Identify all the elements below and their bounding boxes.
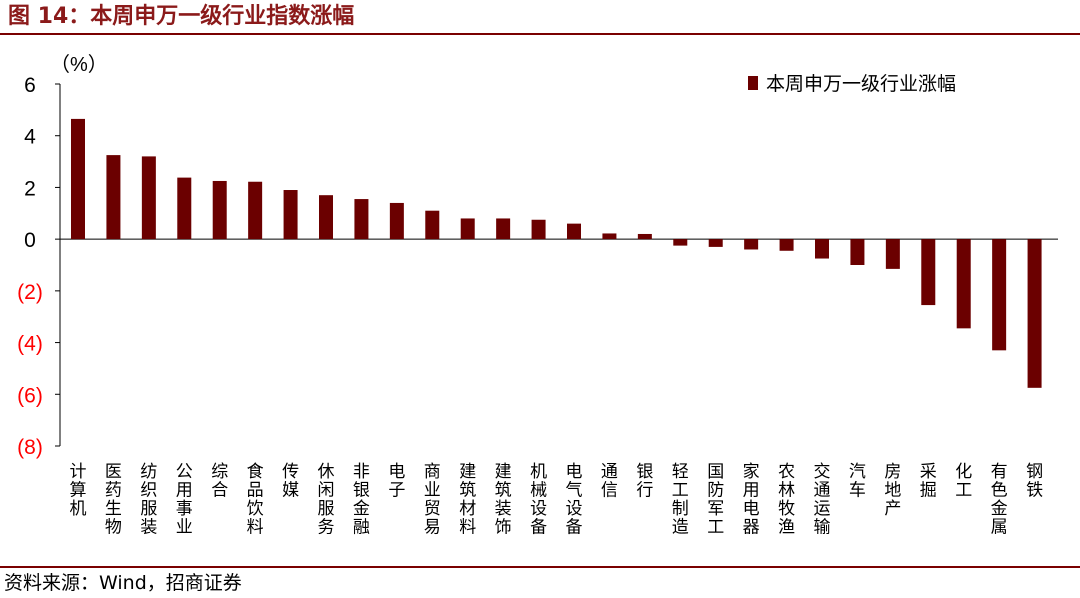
bar	[212, 180, 227, 240]
bar	[567, 223, 581, 240]
category-label: 建筑材料	[459, 462, 476, 538]
category-label: 有色金属	[991, 462, 1008, 538]
category-labels: 计算机 医药生物 纺织服装 公用事业 综合 食品饮料 传媒 休闲服务 非银金融 电子 商业贸易 建筑材…	[70, 462, 1044, 538]
bar-series	[71, 118, 1042, 388]
category-label: 电子	[388, 462, 405, 501]
category-label: 通信	[601, 462, 618, 501]
y-tick-label: (4)	[17, 333, 43, 356]
bar	[637, 233, 652, 240]
title-divider	[0, 33, 1080, 35]
bar	[460, 218, 475, 240]
category-label: 轻工制造	[672, 462, 689, 538]
category-label: 计算机	[70, 462, 87, 519]
category-label: 非银金融	[353, 462, 370, 538]
category-label: 钢铁	[1026, 462, 1043, 501]
bar	[106, 155, 121, 240]
category-label: 公用事业	[176, 462, 193, 538]
bar	[708, 239, 723, 247]
y-tick-label: (2)	[17, 281, 43, 304]
bar	[850, 239, 865, 265]
category-label: 交通运输	[814, 462, 831, 538]
bar	[531, 219, 546, 240]
category-label: 机械设备	[530, 462, 547, 538]
bar	[673, 239, 688, 246]
category-label: 汽车	[849, 462, 866, 501]
y-tick-label: 0	[24, 229, 36, 252]
y-tick-label: (6)	[17, 384, 43, 407]
source-note: 资料来源：Wind，招商证券	[4, 572, 242, 594]
y-tick-labels: 6 4 2 0 (2) (4) (6) (8)	[17, 74, 43, 459]
category-label: 建筑装饰	[495, 462, 512, 538]
figure-title: 图 14：本周申万一级行业指数涨幅	[8, 4, 355, 29]
legend-label: 本周申万一级行业涨幅	[766, 73, 956, 95]
legend-swatch	[748, 76, 758, 90]
category-label: 家用电器	[743, 462, 760, 538]
category-label: 化工	[955, 462, 972, 501]
bar	[815, 239, 829, 259]
category-label: 休闲服务	[318, 462, 335, 538]
bar	[779, 239, 794, 251]
bar	[319, 195, 333, 240]
chart-axes	[55, 83, 1058, 447]
category-label: 医药生物	[105, 462, 122, 538]
y-tick-label: 4	[24, 126, 36, 149]
bar	[992, 239, 1007, 351]
bar	[71, 118, 85, 240]
bar	[389, 202, 404, 240]
legend: 本周申万一级行业涨幅	[748, 73, 956, 95]
bar	[354, 199, 369, 240]
y-unit-label: （%）	[50, 53, 108, 76]
bar	[744, 239, 759, 250]
bar-chart: 6 4 2 0 (2) (4) (6) (8) 计算机 医药生物 纺织服装 公用事业 综合 食品饮料 传媒…	[17, 53, 1058, 538]
bar	[425, 210, 440, 240]
bar	[885, 239, 900, 269]
category-label: 房地产	[884, 462, 901, 519]
bar	[1027, 239, 1042, 388]
category-label: 采掘	[920, 462, 937, 501]
bar	[248, 181, 263, 240]
category-label: 银行	[636, 462, 653, 501]
bar	[496, 218, 511, 240]
y-tick-label: 6	[24, 74, 36, 97]
y-tick-label: (8)	[17, 436, 43, 459]
category-label: 纺织服装	[140, 462, 157, 538]
y-tick-label: 2	[24, 177, 36, 200]
bar	[141, 156, 156, 240]
category-label: 食品饮料	[247, 462, 264, 538]
category-label: 国防军工	[707, 462, 724, 538]
bar	[177, 177, 192, 240]
bar	[921, 239, 936, 306]
bar	[956, 239, 971, 329]
category-label: 商业贸易	[424, 462, 441, 538]
category-label: 综合	[211, 462, 228, 501]
source-divider	[0, 566, 1080, 568]
category-label: 传媒	[282, 462, 299, 501]
category-label: 电气设备	[566, 462, 583, 538]
category-label: 农林牧渔	[778, 462, 795, 538]
bar	[602, 233, 617, 240]
bar	[283, 190, 298, 240]
